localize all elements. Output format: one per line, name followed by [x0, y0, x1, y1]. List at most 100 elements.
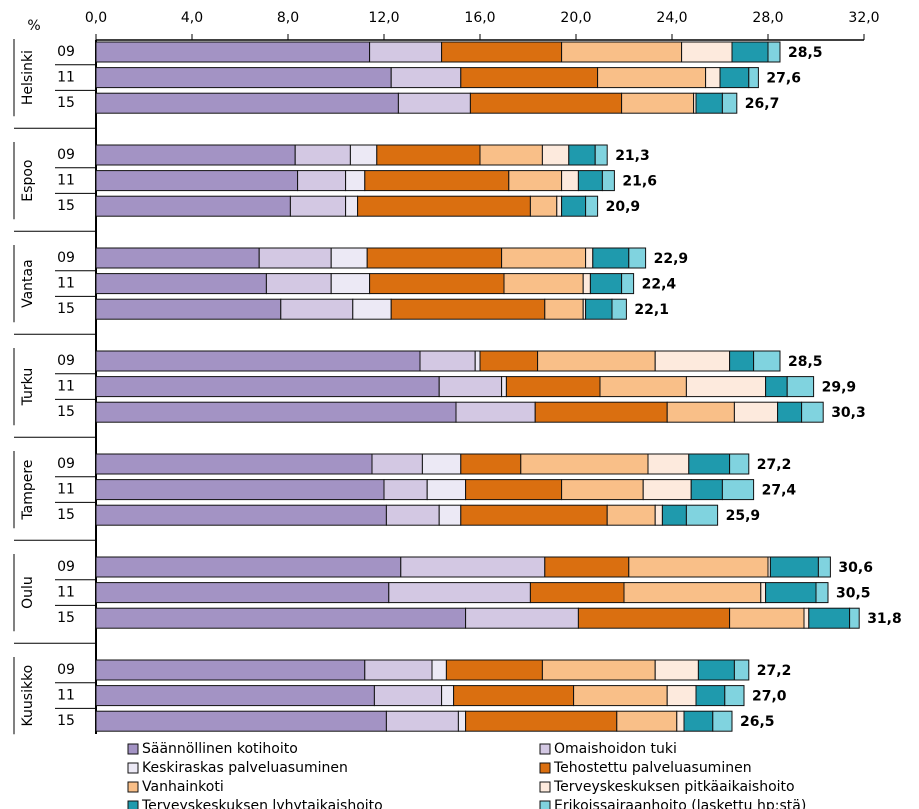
bar-segment — [695, 685, 726, 707]
bar-segment — [721, 92, 738, 114]
bar-segment — [441, 41, 563, 63]
total-label: 26,5 — [740, 714, 775, 730]
row-label: 15 — [57, 95, 75, 111]
bar-segment — [388, 582, 531, 604]
bar-segment — [585, 298, 613, 320]
bar-segment — [438, 504, 462, 526]
bar-segment — [801, 401, 824, 423]
group-label: Helsinki — [20, 50, 36, 105]
bar-segment — [501, 376, 507, 398]
row-label: 09 — [57, 456, 75, 472]
bar-segment — [654, 350, 731, 372]
bar-segment — [503, 273, 584, 295]
bar-segment — [474, 350, 481, 372]
legend-swatch — [127, 800, 139, 809]
group-label: Tampere — [20, 460, 36, 521]
bar-segment — [95, 556, 402, 578]
bar-segment — [733, 401, 779, 423]
x-tick-label: 24,0 — [656, 10, 687, 26]
bar-segment — [589, 273, 623, 295]
bar-segment — [390, 67, 462, 89]
row-label: 11 — [57, 688, 75, 704]
bar-segment — [373, 685, 443, 707]
bar-segment — [753, 350, 781, 372]
bar-segment — [352, 298, 392, 320]
bar-segment — [349, 144, 378, 166]
bar-segment — [400, 556, 546, 578]
bar-segment — [95, 401, 457, 423]
bar-segment — [597, 67, 707, 89]
bar-segment — [729, 607, 805, 629]
bar-segment — [685, 376, 767, 398]
bar-segment — [445, 659, 543, 681]
bar-segment — [330, 273, 371, 295]
bar-segment — [690, 479, 723, 501]
total-label: 31,8 — [867, 611, 902, 627]
bar-segment — [561, 170, 579, 192]
bar-segment — [561, 195, 587, 217]
bar-segment — [465, 479, 563, 501]
bar-segment — [289, 195, 347, 217]
bar-segment — [688, 453, 731, 475]
bar-segment — [621, 273, 635, 295]
bar-segment — [95, 92, 399, 114]
legend-swatch — [127, 762, 139, 774]
bar-segment — [520, 453, 649, 475]
bar-segment — [724, 685, 745, 707]
bar-segment — [721, 479, 755, 501]
bar-segment — [705, 67, 721, 89]
bar-segment — [345, 195, 359, 217]
total-label: 27,6 — [766, 71, 801, 87]
bar-segment — [95, 607, 467, 629]
bar-segment — [748, 67, 759, 89]
bar-segment — [95, 710, 387, 732]
bar-segment — [95, 376, 440, 398]
group-label: Kuusikko — [20, 665, 36, 727]
bar-segment — [371, 453, 423, 475]
bar-segment — [385, 504, 440, 526]
bar-segment — [628, 556, 769, 578]
row-label: 15 — [57, 713, 75, 729]
total-label: 22,9 — [654, 251, 689, 267]
bar-segment — [606, 504, 656, 526]
bar-segment — [421, 453, 462, 475]
bar-segment — [426, 479, 467, 501]
legend-swatch — [539, 781, 551, 793]
bar-segment — [681, 41, 733, 63]
bar-segment — [666, 685, 697, 707]
row-label: 09 — [57, 559, 75, 575]
bar-segment — [556, 195, 563, 217]
bar-segment — [95, 144, 296, 166]
bar-segment — [621, 92, 695, 114]
bar-segment — [465, 710, 618, 732]
bar-segment — [577, 607, 731, 629]
x-tick-label: 8,0 — [277, 10, 299, 26]
row-label: 09 — [57, 44, 75, 60]
total-label: 30,5 — [836, 586, 871, 602]
bar-segment — [729, 453, 750, 475]
bar-segment — [419, 350, 476, 372]
bar-segment — [505, 376, 601, 398]
bar-segment — [685, 504, 719, 526]
bar-segment — [654, 659, 699, 681]
row-label: 09 — [57, 662, 75, 678]
bar-segment — [501, 247, 587, 269]
unit-label: % — [27, 18, 40, 34]
row-label: 15 — [57, 301, 75, 317]
row-label: 15 — [57, 404, 75, 420]
total-label: 28,5 — [788, 354, 823, 370]
bar-segment — [808, 607, 851, 629]
bar-segment — [95, 504, 387, 526]
legend-swatch — [127, 781, 139, 793]
total-label: 28,5 — [788, 45, 823, 61]
bar-segment — [695, 92, 723, 114]
legend-swatch — [539, 800, 551, 809]
bar-segment — [585, 247, 594, 269]
bar-segment — [719, 67, 750, 89]
legend-label: Erikoissairaanhoito (laskettu hp:stä) — [554, 798, 806, 809]
row-label: 11 — [57, 585, 75, 601]
bar-segment — [676, 710, 685, 732]
bar-segment — [465, 607, 579, 629]
bar-segment — [258, 247, 332, 269]
